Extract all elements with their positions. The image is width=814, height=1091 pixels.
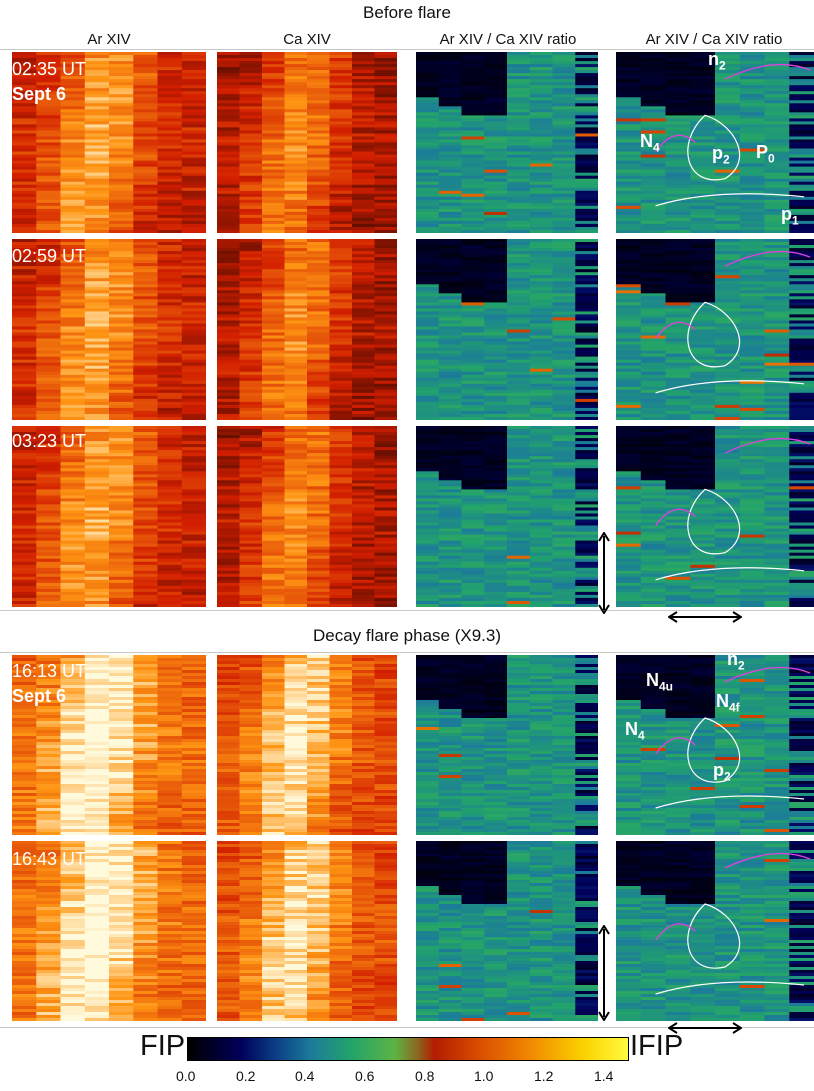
colorbar-tick: 1.2 (534, 1068, 554, 1084)
timestamp-row-4: 16:13 UT (12, 661, 87, 681)
image-panel-r5-ratioc (616, 841, 814, 1021)
colorbar (187, 1037, 629, 1061)
image-panel-r2-ca (217, 239, 397, 420)
image-panel-r1-ratio (416, 52, 598, 233)
timestamp-row-1: 02:35 UT (12, 59, 87, 79)
image-panel-r3-ca (217, 426, 397, 607)
header-decay-phase: Decay flare phase (X9.3) (312, 626, 502, 645)
colorbar-tick: 0.8 (415, 1068, 435, 1084)
column-title-ratio-contours: Ar XIV / Ca XIV ratio (645, 31, 783, 48)
image-panel-r4-ar (12, 655, 206, 835)
image-panel-r3-ratioc (616, 426, 814, 607)
timestamp-row-3: 03:23 UT (12, 431, 87, 451)
image-panel-r1-ar (12, 52, 206, 233)
image-panel-r2-ar (12, 239, 206, 420)
label-N4-before: N4 (640, 131, 660, 155)
double-arrow-horizontal-icon (668, 611, 742, 623)
label-p1-before: p1 (781, 204, 799, 228)
double-arrow-vertical-icon (598, 925, 610, 1021)
image-panel-r5-ca (217, 841, 397, 1021)
timestamp-row-5: 16:43 UT (12, 849, 87, 869)
label-n2-decay: n2 (727, 649, 745, 673)
column-title-ar-xiv: Ar XIV (87, 31, 131, 48)
colorbar-left-label: FIP (140, 1030, 186, 1062)
colorbar-tick: 1.4 (594, 1068, 614, 1084)
label-p2-decay: p2 (713, 760, 731, 784)
double-arrow-vertical-icon (598, 532, 610, 614)
colorbar-tick: 0.2 (236, 1068, 256, 1084)
image-panel-r4-ca (217, 655, 397, 835)
image-panel-r3-ar (12, 426, 206, 607)
colorbar-tick: 0.0 (176, 1068, 196, 1084)
top-divider (0, 49, 814, 50)
image-panel-r1-ratioc (616, 52, 814, 233)
colorbar-tick: 0.4 (295, 1068, 315, 1084)
label-P0-before: P0 (756, 142, 775, 166)
date-row-1: Sept 6 (12, 84, 67, 104)
column-title-ratio: Ar XIV / Ca XIV ratio (439, 31, 577, 48)
label-p2-before: p2 (712, 143, 730, 167)
bottom-divider (0, 1027, 814, 1028)
middle-divider-top (0, 610, 814, 611)
colorbar-tick: 1.0 (474, 1068, 494, 1084)
middle-divider-bottom (0, 652, 814, 653)
image-panel-r2-ratioc (616, 239, 814, 420)
label-N4f-decay: N4f (716, 691, 740, 715)
label-N4-decay: N4 (625, 719, 645, 743)
label-n2-before: n2 (708, 49, 726, 73)
column-title-ca-xiv: Ca XIV (283, 31, 331, 48)
image-panel-r2-ratio (416, 239, 598, 420)
colorbar-tick: 0.6 (355, 1068, 375, 1084)
image-panel-r3-ratio (416, 426, 598, 607)
double-arrow-horizontal-icon (668, 1022, 742, 1034)
header-before-flare: Before flare (363, 3, 451, 22)
image-panel-r5-ar (12, 841, 206, 1021)
date-row-4: Sept 6 (12, 686, 67, 706)
image-panel-r1-ca (217, 52, 397, 233)
image-panel-r4-ratioc (616, 655, 814, 835)
colorbar-right-label: IFIP (630, 1030, 684, 1062)
image-panel-r5-ratio (416, 841, 598, 1021)
label-N4u-decay: N4u (646, 670, 674, 694)
timestamp-row-2: 02:59 UT (12, 246, 87, 266)
image-panel-r4-ratio (416, 655, 598, 835)
